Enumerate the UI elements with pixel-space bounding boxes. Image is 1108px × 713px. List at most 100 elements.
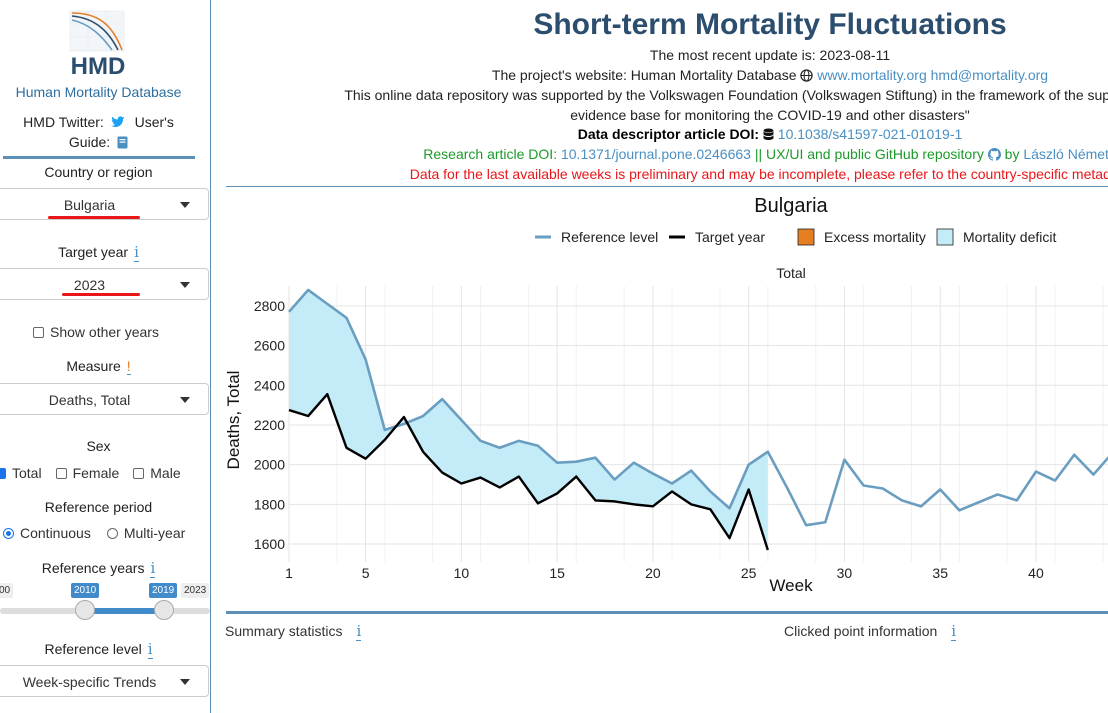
info-icon[interactable]: i: [356, 622, 362, 641]
x-tick-label: 25: [741, 565, 757, 581]
slider-to-label: 2019: [149, 583, 178, 598]
twitter-icon[interactable]: [110, 116, 125, 128]
legend-target-label[interactable]: Target year: [695, 229, 765, 245]
sex-options: Total Female Male: [0, 465, 181, 481]
research-line: Research article DOI: 10.1371/journal.po…: [211, 146, 1108, 162]
slider-handle-from[interactable]: [75, 600, 95, 620]
email-link[interactable]: hmd@mortality.org: [930, 67, 1049, 83]
target-year-value: 2023: [73, 277, 106, 293]
y-axis-label: Deaths, Total: [224, 371, 243, 470]
axis-ticks: 1 5 10 15 20 25 30 35 40160018002000220024002600…: [254, 298, 1044, 581]
descriptor-label: Data descriptor article DOI:: [577, 126, 759, 142]
multi-year-radio[interactable]: [106, 527, 118, 539]
lower-separator: [226, 611, 1108, 614]
sex-female-checkbox[interactable]: [55, 467, 67, 479]
deficit-areas: [289, 289, 768, 551]
continuous-radio[interactable]: [3, 527, 14, 539]
logo-text: HMD: [71, 53, 126, 76]
target-year-label-text: Target year: [58, 244, 129, 260]
chart-series: [288, 288, 1108, 551]
sex-total-checkbox[interactable]: [0, 467, 6, 479]
update-line: The most recent update is: 2023-08-11: [649, 47, 891, 63]
x-tick-label: 1: [285, 565, 293, 581]
target-year-label: Target year i: [0, 243, 197, 262]
warning-icon[interactable]: !: [126, 358, 131, 375]
reference-period-label: Reference period: [44, 499, 153, 515]
research-label: Research article DOI:: [423, 146, 558, 162]
legend-reference-label[interactable]: Reference level: [561, 229, 658, 245]
chart-legend: Reference level Target year Excess morta…: [535, 228, 1056, 246]
hmd-logo: HMD: [69, 10, 126, 76]
y-tick-label: 2200: [254, 417, 285, 433]
show-other-years-label: Show other years: [50, 324, 159, 340]
chevron-down-icon: [180, 679, 190, 685]
website-line: The project's website: Human Mortality D…: [211, 67, 1108, 83]
info-icon[interactable]: i: [147, 640, 153, 659]
mortality-chart[interactable]: Bulgaria Reference level Target year Exc…: [211, 190, 1108, 610]
x-tick-label: 20: [645, 565, 661, 581]
measure-label: Measure!: [0, 358, 197, 375]
x-tick-label: 40: [1028, 565, 1044, 581]
slider-min-label: 00: [0, 583, 14, 598]
website-link[interactable]: www.mortality.org: [817, 67, 927, 83]
legend-deficit-swatch: [936, 228, 954, 246]
y-tick-label: 2000: [254, 457, 285, 473]
reference-years-label: Reference years i: [0, 559, 197, 578]
measure-select[interactable]: Deaths, Total: [0, 383, 209, 415]
descriptor-link[interactable]: 10.1038/s41597-021-01019-1: [777, 126, 963, 142]
country-select[interactable]: Bulgaria: [0, 188, 209, 220]
reference-years-range: [85, 608, 164, 614]
sidebar-separator: [3, 156, 195, 159]
research-link[interactable]: 10.1371/journal.pone.0246663: [560, 146, 751, 162]
sidebar: HMD Human Mortality Database HMD Twitter…: [0, 0, 211, 713]
summary-statistics-label: Summary statistics i: [225, 622, 362, 641]
y-tick-label: 1800: [254, 496, 285, 512]
legend-excess-swatch: [797, 228, 815, 246]
preliminary-warning: Data for the last available weeks is pre…: [409, 166, 1108, 182]
page-title: Short-term Mortality Fluctuations: [533, 8, 1007, 41]
y-tick-label: 2800: [254, 298, 285, 314]
x-tick-label: 5: [362, 565, 370, 581]
show-other-years-checkbox[interactable]: [33, 326, 44, 338]
info-icon[interactable]: i: [150, 559, 156, 578]
reference-years-label-text: Reference years: [41, 560, 145, 576]
legend-deficit-label[interactable]: Mortality deficit: [963, 229, 1056, 245]
links-line: HMD Twitter: User's Guide:: [0, 112, 197, 152]
reference-level-line[interactable]: [288, 288, 1108, 527]
target-year-line[interactable]: [288, 392, 769, 551]
y-tick-label: 2400: [254, 377, 285, 393]
author-link[interactable]: László Németh: [1023, 146, 1108, 162]
database-icon: [763, 128, 774, 140]
twitter-label: HMD Twitter:: [23, 114, 104, 130]
brand-name: Human Mortality Database: [15, 84, 182, 100]
country-label: Country or region: [44, 164, 153, 180]
chart-title: Bulgaria: [754, 195, 828, 217]
mortality-deficit-area: [289, 289, 768, 551]
book-icon[interactable]: [117, 136, 128, 149]
reference-period-options: Continuous Multi-year: [3, 525, 185, 541]
github-icon[interactable]: [987, 148, 1001, 161]
slider-handle-to[interactable]: [154, 600, 174, 620]
header-separator: [226, 186, 1108, 187]
red-underline-country: [48, 216, 140, 219]
x-tick-label: 15: [549, 565, 565, 581]
reference-level-select[interactable]: Week-specific Trends: [0, 665, 209, 697]
chevron-down-icon: [180, 202, 190, 208]
info-icon[interactable]: i: [951, 622, 957, 641]
reference-level-label-text: Reference level: [44, 641, 142, 657]
x-tick-label: 10: [454, 565, 470, 581]
sex-label: Sex: [86, 438, 111, 454]
legend-excess-label[interactable]: Excess mortality: [824, 229, 926, 245]
slider-from-label: 2010: [71, 583, 100, 598]
multi-year-label: Multi-year: [123, 525, 186, 541]
info-icon[interactable]: i: [134, 243, 139, 262]
main-panel: Short-term Mortality Fluctuations The mo…: [211, 0, 1108, 713]
sex-male-checkbox[interactable]: [133, 467, 145, 479]
sex-female-label: Female: [72, 465, 120, 481]
reference-level-label: Reference level i: [0, 640, 197, 659]
clicked-point-text: Clicked point information: [784, 623, 938, 639]
show-other-years-row[interactable]: Show other years: [33, 324, 159, 340]
country-value: Bulgaria: [63, 197, 116, 213]
sex-male-label: Male: [150, 465, 181, 481]
globe-icon: [800, 69, 814, 82]
